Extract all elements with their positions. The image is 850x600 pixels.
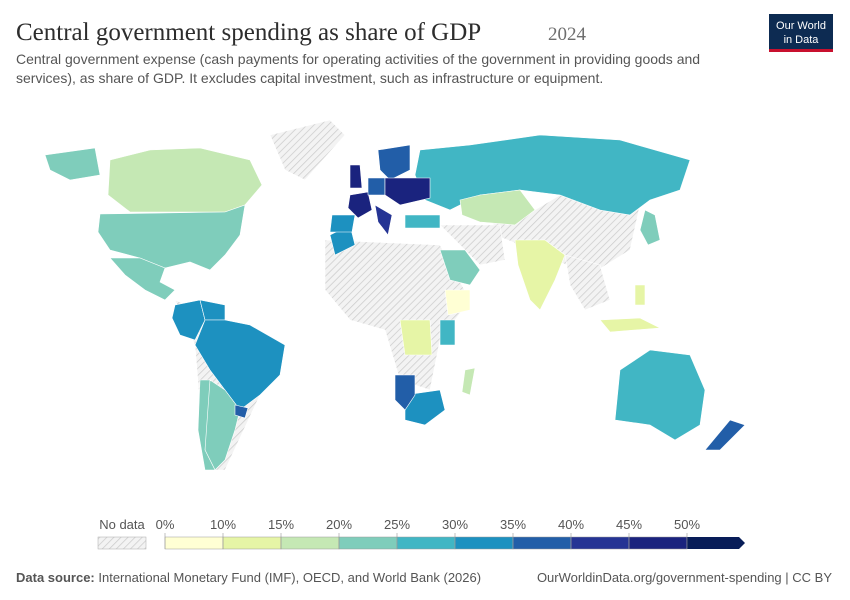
legend-tick-label: 50%	[674, 517, 700, 532]
legend-swatch	[164, 536, 224, 550]
country	[194, 319, 286, 411]
logo-bar	[769, 49, 833, 52]
source-label: Data source:	[16, 570, 95, 585]
legend-swatch	[280, 536, 340, 550]
legend-swatch	[338, 536, 398, 550]
country	[197, 379, 216, 471]
no-data-region	[439, 224, 506, 266]
country	[439, 319, 456, 346]
legend-swatch	[687, 537, 745, 549]
country	[347, 191, 373, 219]
no-data-swatch	[97, 536, 147, 550]
country	[399, 319, 433, 356]
country	[107, 147, 263, 213]
legend-swatch	[222, 536, 282, 550]
no-data-label: No data	[99, 517, 145, 532]
logo-line: Our World	[776, 20, 826, 32]
legend-tick-label: 10%	[210, 517, 236, 532]
logo-box	[769, 14, 833, 50]
country	[634, 284, 646, 306]
country	[384, 177, 431, 206]
year: 2024	[548, 24, 587, 45]
subtitle-box: Central government expense (cash payment…	[16, 51, 701, 86]
country	[97, 204, 246, 271]
country	[394, 374, 416, 411]
legend-tick-label: 15%	[268, 517, 294, 532]
legend-tick-label: 40%	[558, 517, 584, 532]
map	[44, 134, 746, 471]
country	[614, 349, 706, 441]
source-text: International Monetary Fund (IMF), OECD,…	[98, 570, 481, 585]
source: Data source: International Monetary Fund…	[16, 570, 481, 585]
country	[704, 419, 746, 451]
country	[459, 189, 536, 226]
legend-swatch	[396, 536, 456, 550]
no-data-region	[564, 254, 611, 311]
country	[461, 367, 476, 396]
country	[599, 317, 662, 333]
country	[514, 239, 566, 311]
legend-tick-label: 20%	[326, 517, 352, 532]
logo-line: in Data	[784, 34, 820, 46]
country	[404, 389, 446, 426]
country	[414, 134, 691, 216]
country	[234, 404, 249, 419]
country	[374, 204, 393, 236]
legend-tick-label: 45%	[616, 517, 642, 532]
legend-tick-label: 25%	[384, 517, 410, 532]
legend-swatch	[628, 536, 688, 550]
url: OurWorldinData.org/government-spending |…	[537, 570, 832, 585]
country	[44, 147, 101, 181]
legend-tick-label: 30%	[442, 517, 468, 532]
country	[444, 289, 471, 316]
country	[349, 164, 363, 189]
legend-swatch	[512, 536, 572, 550]
country	[639, 209, 661, 246]
no-data-region	[269, 119, 346, 181]
country	[404, 214, 441, 229]
legend-tick-label: 35%	[500, 517, 526, 532]
title: Central government spending as share of …	[16, 19, 481, 46]
country	[377, 144, 411, 181]
legend-tick-label: 0%	[156, 517, 175, 532]
country	[329, 214, 356, 233]
country	[109, 257, 176, 301]
subtitle: Central government expense (cash payment…	[16, 51, 701, 86]
legend-swatch	[570, 536, 630, 550]
legend: No data 0% 10% 15% 20% 25% 30% 35% 40% 45% 50%	[97, 517, 745, 550]
logo: Our World in Data	[769, 14, 833, 52]
country	[439, 249, 481, 286]
country	[367, 177, 386, 196]
legend-swatch	[454, 536, 514, 550]
